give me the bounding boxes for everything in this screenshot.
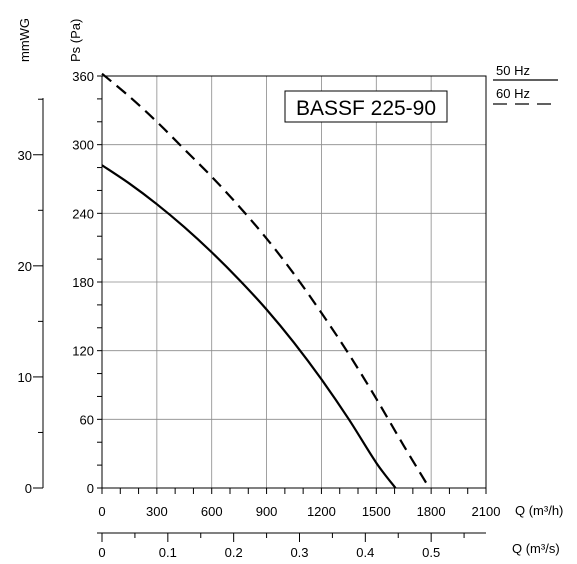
x-axis-m3h-title: Q (m³/h)	[515, 503, 563, 518]
curve-50hz	[101, 164, 397, 489]
x-axis-m3h-tick-label: 0	[98, 504, 105, 519]
model-title-frame	[284, 90, 448, 123]
model-title: BASSF 225-90	[296, 97, 436, 120]
y-axis-pa-tick-labels: 0 60 120 180 240 300 360	[72, 69, 94, 496]
x-axis-m3s-tick-labels: 0 0.1 0.2 0.3 0.4 0.5	[98, 545, 440, 560]
x-axis-m3h: 0 300 600 900 1200 1500 1800 2100 Q (m³/h)	[98, 488, 563, 519]
x-axis-m3s-ticks	[101, 533, 465, 542]
y-axis-pa-minor-ticks	[97, 75, 102, 489]
x-axis-m3s: 0 0.1 0.2 0.3 0.4 0.5 Q (m³/s)	[97, 532, 560, 560]
x-axis-m3h-minor-ticks	[101, 488, 487, 494]
x-axis-m3s-tick-label: 0.5	[422, 545, 440, 560]
y-axis-mmwg-tick-label: 30	[18, 148, 32, 163]
x-axis-m3h-tick-label: 2100	[472, 504, 501, 519]
y-axis-mmwg-tick-label: 0	[25, 481, 32, 496]
grid-lines	[102, 76, 486, 488]
y-axis-pa-tick-label: 60	[80, 412, 94, 427]
y-axis-mmwg-tick-label: 10	[18, 370, 32, 385]
x-axis-m3h-tick-label: 300	[146, 504, 168, 519]
y-axis-pa-tick-label: 120	[72, 344, 94, 359]
y-axis-pa-title: Ps (Pa)	[68, 19, 83, 62]
y-axis-pa-tick-label: 180	[72, 275, 94, 290]
y-axis-pa-tick-label: 0	[87, 481, 94, 496]
curves	[101, 72, 431, 489]
model-title-box: BASSF 225-90	[284, 90, 448, 123]
x-axis-m3h-tick-label: 900	[256, 504, 278, 519]
y-axis-pa-tick-label: 300	[72, 138, 94, 153]
x-axis-m3s-tick-label: 0.3	[290, 545, 308, 560]
y-axis-mmwg-ticks: 0 10 20 30	[18, 148, 43, 496]
x-axis-m3s-tick-label: 0.2	[225, 545, 243, 560]
y-axis-pa-tick-label: 360	[72, 69, 94, 84]
y-axis-mmwg: 0 10 20 30 mmWG	[17, 18, 44, 496]
curve-60hz	[101, 72, 431, 489]
legend: 50 Hz 60 Hz	[493, 63, 558, 105]
x-axis-m3s-tick-label: 0	[98, 545, 105, 560]
y-axis-mmwg-title: mmWG	[17, 18, 32, 62]
x-axis-m3h-tick-label: 1800	[417, 504, 446, 519]
y-axis-pa: 0 60 120 180 240 300 360 Ps (Pa)	[68, 19, 102, 496]
legend-label-50hz: 50 Hz	[496, 63, 530, 78]
x-axis-m3s-title: Q (m³/s)	[512, 541, 560, 556]
y-axis-mmwg-minor-ticks	[38, 98, 43, 433]
x-axis-m3h-tick-label: 1200	[307, 504, 336, 519]
y-axis-mmwg-tick-label: 20	[18, 259, 32, 274]
x-axis-m3h-tick-label: 600	[201, 504, 223, 519]
x-axis-m3s-tick-label: 0.4	[356, 545, 374, 560]
x-axis-m3h-tick-labels: 0 300 600 900 1200 1500 1800 2100	[98, 504, 500, 519]
y-axis-pa-tick-label: 240	[72, 206, 94, 221]
legend-label-60hz: 60 Hz	[496, 86, 530, 101]
x-axis-m3h-tick-label: 1500	[362, 504, 391, 519]
x-axis-m3s-tick-label: 0.1	[159, 545, 177, 560]
